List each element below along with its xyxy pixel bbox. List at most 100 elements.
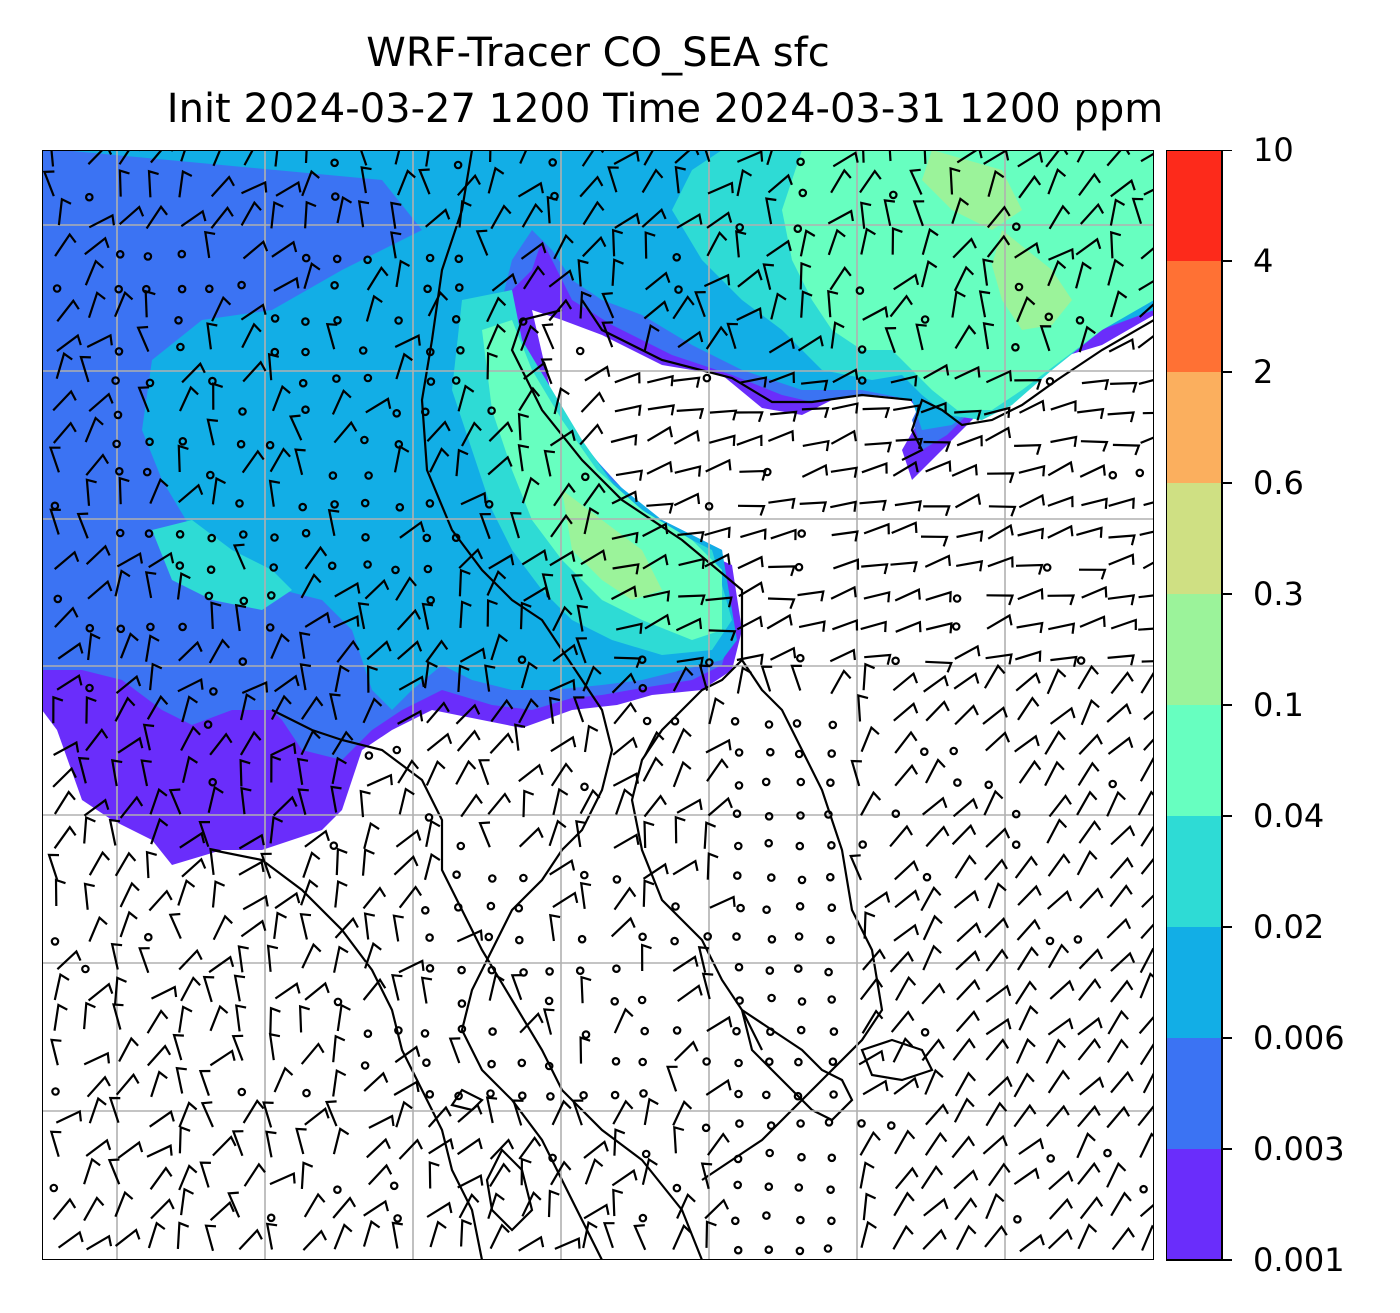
wind-barb (1045, 1104, 1070, 1128)
wind-barb (53, 1003, 68, 1031)
wind-barb (1139, 947, 1154, 974)
wind-barb (925, 590, 952, 603)
wind-barb (87, 632, 101, 661)
wind-barb (179, 831, 206, 849)
wind-barb (274, 891, 301, 910)
wind-barb (985, 1192, 1005, 1220)
calm-wind-circle (702, 373, 712, 383)
wind-barb (266, 944, 279, 972)
calm-wind-circle (795, 901, 805, 911)
wind-barb (542, 1008, 555, 1035)
wind-barb (613, 1128, 626, 1156)
wind-barb (952, 797, 979, 818)
calm-wind-circle (827, 1153, 837, 1163)
wind-barb (890, 561, 918, 573)
calm-wind-circle (364, 471, 373, 480)
calm-wind-circle (794, 562, 804, 572)
wind-barb (485, 1096, 498, 1124)
calm-wind-circle (327, 561, 337, 571)
calm-wind-circle (484, 932, 494, 942)
wind-barb (209, 1200, 235, 1222)
wind-barb (862, 1079, 889, 1096)
calm-wind-circle (891, 809, 901, 819)
calm-wind-circle (734, 781, 744, 790)
wind-barb (954, 493, 982, 509)
wind-barb (240, 303, 267, 321)
wind-barb (240, 200, 262, 226)
calm-wind-circle (796, 1119, 805, 1128)
wind-barb (268, 1032, 281, 1061)
wind-barb (53, 825, 77, 849)
wind-barb (394, 1045, 421, 1064)
wind-barb (272, 795, 298, 817)
wind-barb (48, 446, 61, 473)
calm-wind-circle (451, 533, 461, 543)
wind-barb (889, 824, 913, 848)
wind-barb (548, 819, 567, 847)
wind-barb (1080, 440, 1109, 452)
calm-wind-circle (145, 437, 154, 447)
calm-wind-circle (797, 1152, 806, 1162)
wind-barb (859, 977, 884, 1001)
wind-barb (52, 695, 64, 724)
wind-barb (295, 1127, 307, 1155)
wind-barb (922, 944, 942, 971)
wind-barb (203, 230, 216, 259)
calm-wind-circle (298, 378, 308, 388)
colorbar-tick-label: 0.003 (1253, 1130, 1345, 1168)
wind-barb (584, 1157, 604, 1185)
wind-barb (889, 950, 914, 973)
wind-barb (149, 1166, 173, 1190)
wind-barb (985, 827, 1011, 848)
calm-wind-circle (270, 314, 280, 323)
wind-barb (1048, 204, 1071, 230)
wind-barb (117, 1140, 144, 1159)
wind-barb (1107, 1009, 1129, 1035)
wind-barb (150, 817, 169, 845)
wind-barb (738, 581, 765, 598)
calm-wind-circle (363, 560, 372, 569)
wind-barb (83, 1001, 96, 1030)
wind-barb (460, 1218, 473, 1247)
wind-barb (1018, 493, 1045, 509)
wind-barb (242, 239, 269, 260)
calm-wind-circle (1044, 312, 1054, 322)
calm-wind-circle (545, 967, 554, 976)
colorbar (1166, 150, 1232, 1261)
wind-barb (117, 736, 144, 754)
calm-wind-circle (53, 594, 63, 604)
calm-wind-circle (453, 902, 463, 912)
wind-barb (1141, 1224, 1154, 1251)
calm-wind-circle (332, 374, 341, 383)
wind-barb (425, 759, 446, 786)
wind-barb (242, 360, 267, 383)
wind-barb (1138, 378, 1154, 385)
calm-wind-circle (824, 810, 833, 819)
wind-barb (1106, 150, 1131, 167)
wind-barb (863, 522, 890, 535)
wind-barb (1014, 734, 1040, 753)
wind-barb (79, 355, 91, 383)
wind-barb (86, 1234, 113, 1251)
wind-barb (1017, 696, 1040, 721)
calm-wind-circle (920, 1027, 930, 1037)
calm-wind-circle (823, 1244, 833, 1253)
wind-barb (398, 885, 423, 909)
wind-barb (396, 608, 421, 631)
wind-barb (607, 166, 619, 193)
wind-barb (697, 946, 710, 973)
wind-barb (955, 950, 981, 971)
wind-barb (274, 150, 279, 167)
wind-barb (859, 169, 882, 194)
wind-barb (554, 1236, 581, 1250)
calm-wind-circle (237, 280, 246, 290)
wind-barb (894, 588, 921, 602)
calm-wind-circle (612, 875, 622, 884)
wind-barb (923, 674, 949, 693)
calm-wind-circle (672, 253, 682, 262)
wind-barb (357, 602, 370, 630)
wind-barb (137, 386, 150, 413)
calm-wind-circle (178, 622, 187, 632)
wind-barb (1014, 980, 1037, 1005)
wind-barb (457, 384, 475, 412)
